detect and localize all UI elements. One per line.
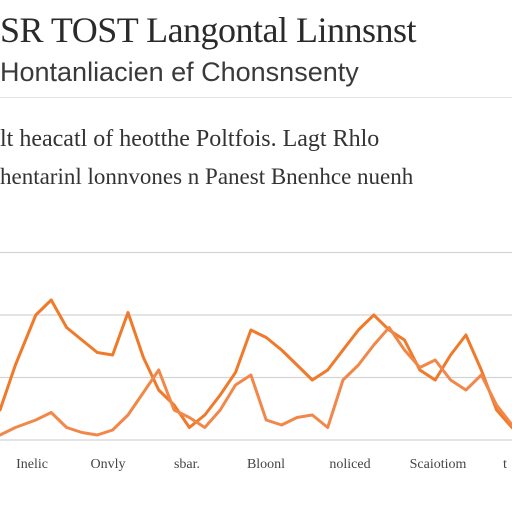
chart-caption-line-1: lt heacatl of heotthe Poltfois. Lagt Rhl… (0, 126, 380, 152)
x-tick-label: Inelic (16, 457, 48, 472)
chart-caption-line-2: hentarinl lonnvones n Panest Bnenhce nue… (0, 164, 414, 189)
header-divider (0, 97, 512, 98)
series-lines (0, 298, 512, 437)
x-tick-label: t (503, 457, 507, 472)
x-tick-label: Bloonl (247, 457, 285, 472)
x-tick-label: Onvly (91, 457, 126, 472)
x-tick-label: noliced (329, 457, 370, 472)
gridlines (0, 251, 512, 441)
x-axis-tick-labels: Inelic Onvly sbar. Bloonl noliced Scaiotiom t (16, 457, 507, 472)
series-line-1 (0, 298, 512, 429)
x-tick-label: sbar. (174, 457, 200, 472)
series-line-2 (0, 326, 512, 437)
chart-title: SR TOST Langontal Linnsnst (0, 10, 417, 50)
x-tick-label: Scaiotiom (410, 457, 467, 472)
chart-subtitle: Hontanliacien ef Chonsnsenty (0, 57, 359, 87)
